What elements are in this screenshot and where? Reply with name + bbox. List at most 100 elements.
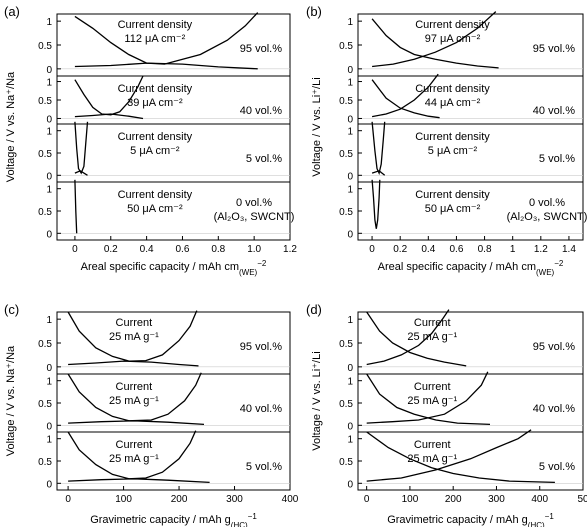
panel-label: (d)	[306, 302, 322, 317]
series-line	[74, 62, 258, 70]
vol-label: 5 vol.%	[539, 153, 575, 165]
y-tick-label: 0	[347, 363, 353, 374]
y-tick-label: 1	[46, 78, 52, 89]
x-tick-label: 0.8	[478, 244, 492, 255]
y-tick-label: 0.5	[38, 149, 52, 160]
series-line	[74, 113, 144, 120]
current-label: Current	[116, 439, 153, 451]
x-tick-label: 200	[445, 494, 462, 505]
series-line	[74, 121, 89, 175]
series-line	[74, 75, 144, 116]
vol-label: 95 vol.%	[240, 43, 282, 55]
y-tick-label: 1	[46, 127, 52, 138]
x-tick-label: 0	[364, 494, 370, 505]
x-tick-label: 0	[369, 244, 375, 255]
y-tick-label: 0.5	[38, 339, 52, 350]
y-tick-label: 0	[347, 114, 353, 125]
x-axis-label-sup: −2	[554, 259, 564, 268]
current-label: Current density	[415, 19, 490, 31]
x-tick-label: 300	[226, 494, 243, 505]
panel-label: (a)	[4, 4, 20, 19]
y-tick-label: 1	[347, 185, 353, 196]
current-label: Current density	[118, 83, 193, 95]
subplot-2: 0 0.5 1 Current density 44 μA cm⁻² 40 vol.%	[339, 73, 584, 125]
current-label: Current	[414, 439, 451, 451]
y-tick-label: 0	[347, 171, 353, 182]
current-value: 5 μA cm⁻²	[130, 145, 180, 157]
current-value: 25 mA g⁻¹	[407, 331, 457, 343]
series-line	[74, 179, 78, 234]
series-line	[68, 360, 199, 367]
x-tick-label: 100	[115, 494, 132, 505]
y-tick-label: 0	[46, 363, 52, 374]
y-tick-label: 0	[46, 479, 52, 490]
y-tick-label: 1	[347, 78, 353, 89]
subplot-3: 0 0.5 1 Current 25 mA g⁻¹ 5 vol.%	[339, 429, 584, 491]
chart-3: (c) 0 0.5 1 Current 25 mA g⁻¹ 95 vol.% 0 0.5 1 Cur…	[4, 302, 299, 527]
subplot-2: 0 0.5 1 Current 25 mA g⁻¹ 40 vol.%	[38, 372, 291, 433]
series-line	[74, 170, 88, 176]
y-tick-label: 0	[347, 65, 353, 76]
current-value: 112 μA cm⁻²	[124, 33, 185, 45]
y-tick-label: 0	[347, 229, 353, 240]
x-tick-label: 1.2	[534, 244, 548, 255]
x-axis-label: Areal specific capacity / mAh cm(WE)−2	[81, 259, 267, 277]
y-tick-label: 0.5	[38, 96, 52, 107]
x-tick-label: 400	[282, 494, 299, 505]
series-line	[68, 420, 205, 426]
x-tick-label: 1.4	[562, 244, 576, 255]
y-tick-label: 1	[347, 127, 353, 138]
y-tick-label: 0	[46, 171, 52, 182]
current-value: 5 μA cm⁻²	[428, 145, 478, 157]
y-tick-label: 0	[347, 421, 353, 432]
current-label: Current density	[118, 189, 193, 201]
y-tick-label: 1	[46, 377, 52, 388]
y-tick-label: 1	[347, 377, 353, 388]
y-tick-label: 0.5	[339, 96, 353, 107]
x-axis-label-sub: (HC)	[528, 521, 545, 527]
y-tick-label: 0.5	[339, 149, 353, 160]
x-tick-label: 0.6	[176, 244, 190, 255]
x-axis-label: Gravimetric capacity / mAh g(HC)−1	[387, 512, 554, 527]
x-tick-label: 0.2	[104, 244, 118, 255]
x-axis-label-sup: −1	[545, 512, 555, 521]
x-tick-label: 1.0	[247, 244, 261, 255]
series-line	[366, 311, 467, 367]
subplot-1: 0 0.5 1 Current density 97 μA cm⁻² 95 vol.%	[339, 11, 584, 77]
x-tick-label: 0.8	[211, 244, 225, 255]
series-line	[68, 478, 210, 484]
x-axis-label-sup: −1	[248, 512, 258, 521]
series-line	[371, 18, 499, 69]
series-line	[366, 429, 532, 482]
x-tick-label: 50	[577, 494, 587, 505]
subplot-3: 0 0.5 1 Current density 5 μA cm⁻² 5 vol.%	[38, 121, 291, 183]
y-tick-label: 0	[46, 65, 52, 76]
y-tick-label: 0.5	[339, 399, 353, 410]
subplot-2: 0 0.5 1 Current density 39 μA cm⁻² 40 vol.%	[38, 75, 291, 125]
series-line	[371, 121, 386, 176]
y-tick-label: 0	[46, 229, 52, 240]
vol-label: 40 vol.%	[533, 403, 575, 415]
x-axis-label-main: Areal specific capacity / mAh cm	[378, 261, 536, 273]
x-axis-label: Gravimetric capacity / mAh g(HC)−1	[90, 512, 257, 527]
y-tick-label: 0.5	[339, 457, 353, 468]
series-line	[371, 179, 381, 229]
x-tick-label: 200	[171, 494, 188, 505]
x-tick-label: 1.2	[283, 244, 297, 255]
y-tick-label: 0.5	[38, 399, 52, 410]
current-value: 97 μA cm⁻²	[425, 33, 481, 45]
y-axis-label: Voltage / V vs. Li⁺/Li	[311, 351, 323, 450]
subplot-1: 0 0.5 1 Current 25 mA g⁻¹ 95 vol.%	[38, 310, 291, 375]
subplot-1: 0 0.5 1 Current density 112 μA cm⁻² 95 vol.%	[38, 12, 291, 77]
vol-label: 95 vol.%	[533, 341, 575, 353]
current-value: 39 μA cm⁻²	[127, 97, 183, 109]
chart-2: (b) 0 0.5 1 Current density 97 μA cm⁻² 95 vol.…	[306, 4, 587, 277]
y-tick-label: 0	[46, 421, 52, 432]
chart-1: (a) 0 0.5 1 Current density 112 μA cm⁻² 95 vol…	[4, 4, 297, 277]
y-tick-label: 0.5	[38, 207, 52, 218]
current-value: 25 mA g⁻¹	[109, 453, 159, 465]
series-line	[372, 11, 497, 68]
y-tick-label: 1	[347, 435, 353, 446]
vol-label: 0 vol.%	[236, 197, 272, 209]
